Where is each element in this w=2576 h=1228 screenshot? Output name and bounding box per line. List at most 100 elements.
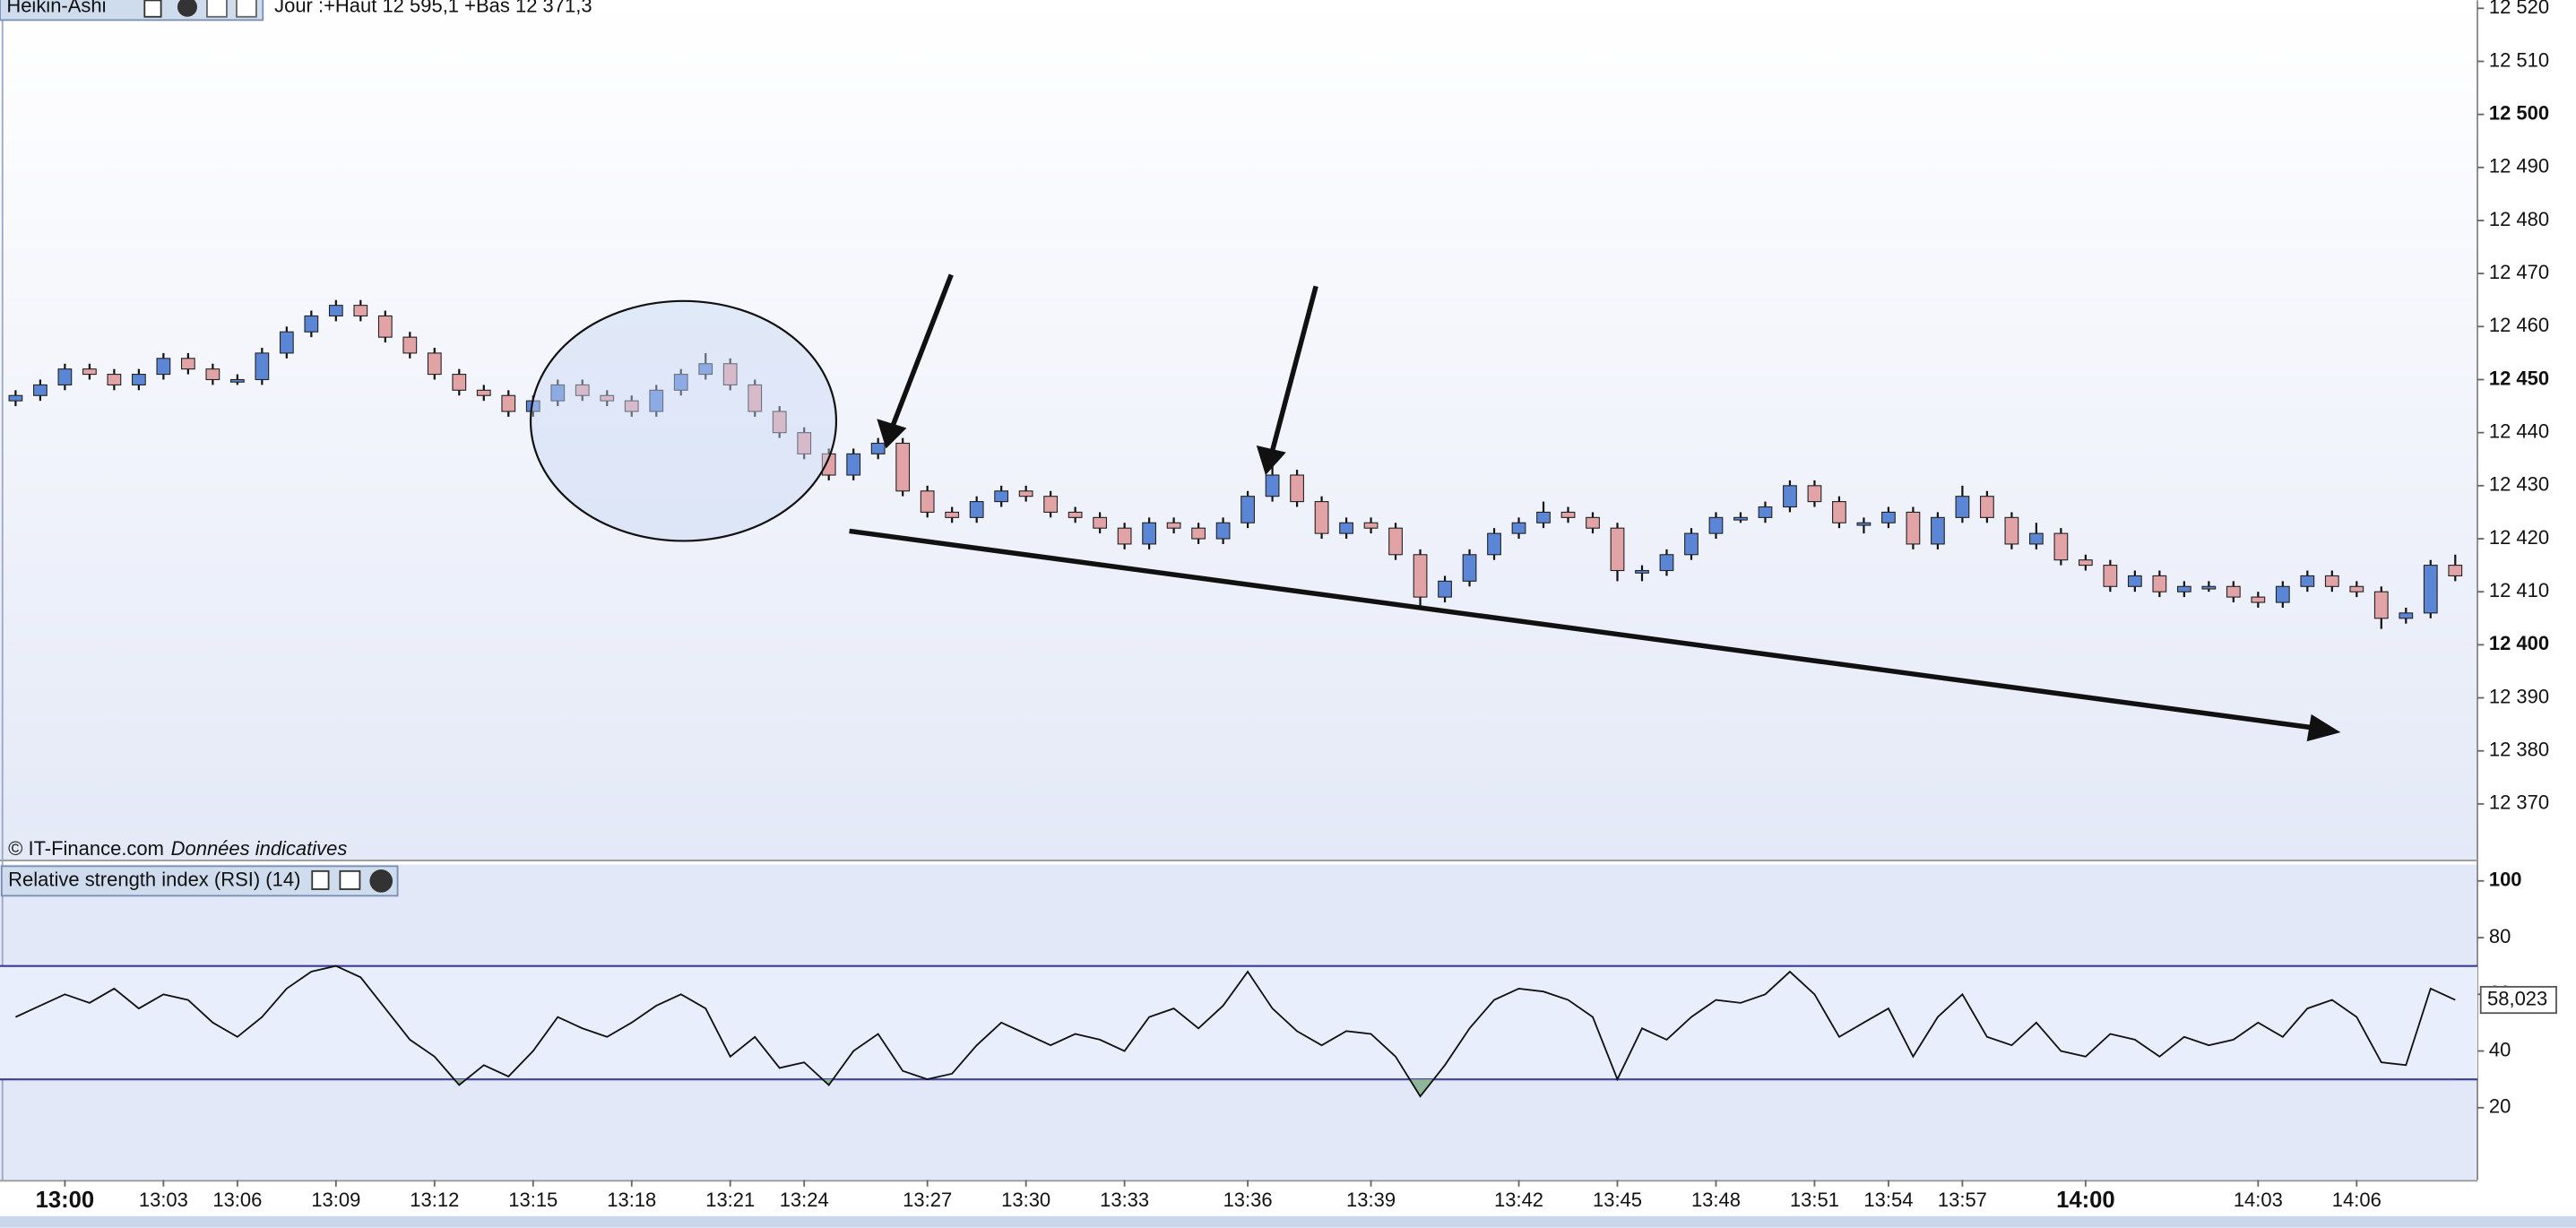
x-tick-label: 13:39 — [1346, 1189, 1396, 1211]
y-tick-label: 20 — [2489, 1095, 2511, 1118]
candle-body — [2053, 532, 2069, 561]
candle-body — [1240, 496, 1255, 523]
y-tick-label: 12 450 — [2489, 367, 2549, 389]
candle-body — [600, 394, 615, 402]
bottom-strip — [0, 1215, 2576, 1228]
window-icon[interactable] — [143, 0, 162, 18]
candle-body — [649, 389, 664, 412]
toolbar — [0, 865, 399, 897]
candle-body — [2176, 585, 2191, 592]
x-tick-label: 13:00 — [36, 1188, 95, 1213]
candle-body — [82, 368, 97, 376]
candle-body — [304, 315, 319, 333]
candle-body — [2004, 516, 2019, 545]
candle-body — [575, 384, 590, 396]
x-tick-label: 13:36 — [1223, 1189, 1273, 1211]
x-tick-label: 13:30 — [1001, 1189, 1050, 1211]
candle-body — [797, 432, 812, 454]
candle-body — [821, 453, 836, 476]
candle-body — [427, 352, 442, 376]
y-tick-label: 12 490 — [2489, 155, 2549, 177]
x-tick-label: 14:00 — [2056, 1188, 2115, 1213]
annotations — [849, 273, 2341, 742]
candles — [8, 299, 2463, 629]
down-icon[interactable] — [206, 0, 228, 18]
x-tick-label: 13:15 — [508, 1189, 558, 1211]
candle-body — [1290, 474, 1304, 503]
candle-body — [1856, 522, 1871, 526]
x-tick-label: 13:03 — [139, 1189, 188, 1211]
y-tick-label: 12 510 — [2489, 48, 2549, 71]
close-icon[interactable] — [369, 869, 393, 893]
x-tick-label: 13:42 — [1494, 1189, 1543, 1211]
y-tick-label: 12 470 — [2489, 261, 2549, 283]
candle-body — [1733, 516, 1748, 521]
candle-body — [969, 501, 984, 518]
y-tick-label: 12 440 — [2489, 419, 2549, 442]
y-tick-label: 12 390 — [2489, 685, 2549, 707]
x-tick-label: 13:24 — [780, 1189, 829, 1211]
candle-body — [107, 374, 122, 385]
close-icon[interactable] — [177, 0, 197, 17]
candle-body — [1413, 554, 1428, 598]
x-tick-label: 14:06 — [2332, 1189, 2382, 1211]
candle-body — [2251, 596, 2266, 603]
candle-body — [2078, 559, 2093, 566]
candle-body — [1068, 511, 1083, 518]
candle-body — [1931, 516, 1945, 545]
toolbar — [0, 0, 264, 22]
candle-body — [156, 358, 171, 376]
current-value-box — [2479, 985, 2557, 1015]
candle-body — [1388, 527, 1403, 556]
y-tick-label: 12 420 — [2489, 526, 2549, 549]
current-value-label: 58,023 — [2487, 987, 2547, 1009]
candle-body — [994, 490, 1009, 503]
candle-body — [550, 384, 566, 402]
y-tick-label: 12 380 — [2489, 739, 2549, 761]
candle-body — [1783, 485, 1797, 508]
candle-body — [698, 363, 713, 376]
candle-body — [2324, 575, 2339, 587]
candle-body — [920, 490, 935, 513]
candle-body — [1955, 496, 1970, 518]
candle-body — [1314, 501, 1329, 534]
x-tick-label: 13:57 — [1938, 1189, 1987, 1211]
candle-body — [1906, 511, 1921, 545]
candle-body — [1339, 522, 1353, 534]
candle-body — [1586, 516, 1600, 529]
candle-body — [1684, 532, 1699, 556]
candle-body — [1487, 532, 1501, 556]
y-tick-label: 12 520 — [2489, 0, 2549, 18]
candle-body — [229, 378, 245, 383]
disclaimer: Données indicatives — [171, 837, 348, 860]
arrow-head — [1256, 445, 1286, 476]
highlight-circle — [529, 299, 838, 542]
candle-body — [328, 305, 343, 317]
candle-body — [2103, 565, 2118, 587]
x-tick-label: 13:18 — [607, 1189, 656, 1211]
x-tick-label: 13:06 — [212, 1189, 262, 1211]
candle-body — [624, 400, 639, 412]
candle-body — [1511, 522, 1526, 534]
up-icon[interactable] — [236, 0, 257, 18]
source: © IT-Finance.com — [8, 837, 164, 860]
indicator-name: Relative strength index (RSI) (14) — [8, 869, 300, 891]
candle-body — [2201, 585, 2217, 590]
candle-body — [945, 511, 960, 518]
candle-body — [1807, 485, 1822, 503]
candle-body — [1363, 522, 1379, 529]
candle-body — [2226, 585, 2241, 598]
candle-body — [2152, 575, 2167, 592]
y-tick-label: 12 430 — [2489, 473, 2549, 496]
settings-icon[interactable] — [311, 869, 330, 890]
candle-body — [2127, 575, 2142, 587]
candle-body — [748, 384, 763, 412]
day-range: Jour :+Haut 12 595,1 +Bas 12 371,3 — [274, 0, 592, 17]
candle-body — [57, 368, 73, 385]
candle-body — [1265, 474, 1280, 497]
window-icon[interactable] — [339, 869, 361, 890]
candle-body — [1560, 511, 1576, 518]
candle-body — [1832, 501, 1846, 523]
